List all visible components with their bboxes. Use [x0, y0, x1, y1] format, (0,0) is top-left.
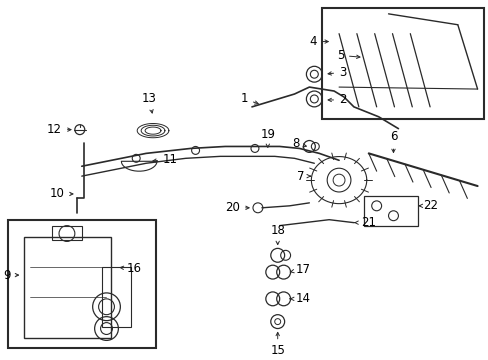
Text: 16: 16	[120, 262, 141, 275]
Text: 17: 17	[289, 263, 310, 276]
Text: 11: 11	[153, 153, 178, 166]
Text: 14: 14	[289, 292, 310, 305]
Text: 8: 8	[291, 137, 305, 150]
Text: 19: 19	[260, 127, 275, 147]
Text: 2: 2	[327, 94, 346, 107]
Bar	[52, 226, 81, 240]
Text: 1: 1	[240, 93, 258, 105]
Text: 18: 18	[270, 225, 285, 244]
Text: 22: 22	[418, 199, 437, 212]
Text: 10: 10	[50, 188, 73, 201]
Text: 9: 9	[3, 269, 19, 282]
Bar	[7, 220, 156, 348]
Text: 6: 6	[389, 130, 396, 153]
Bar	[363, 196, 417, 226]
Bar	[102, 267, 131, 327]
Bar	[24, 238, 111, 338]
Text: 7: 7	[296, 170, 310, 183]
Text: 21: 21	[354, 216, 375, 229]
Text: 3: 3	[327, 66, 346, 79]
Text: 12: 12	[47, 123, 71, 136]
Text: 5: 5	[336, 49, 359, 62]
Bar	[322, 8, 483, 119]
Text: 13: 13	[142, 92, 156, 113]
Text: 15: 15	[270, 332, 285, 357]
Text: 4: 4	[309, 35, 327, 48]
Text: 20: 20	[225, 201, 248, 214]
